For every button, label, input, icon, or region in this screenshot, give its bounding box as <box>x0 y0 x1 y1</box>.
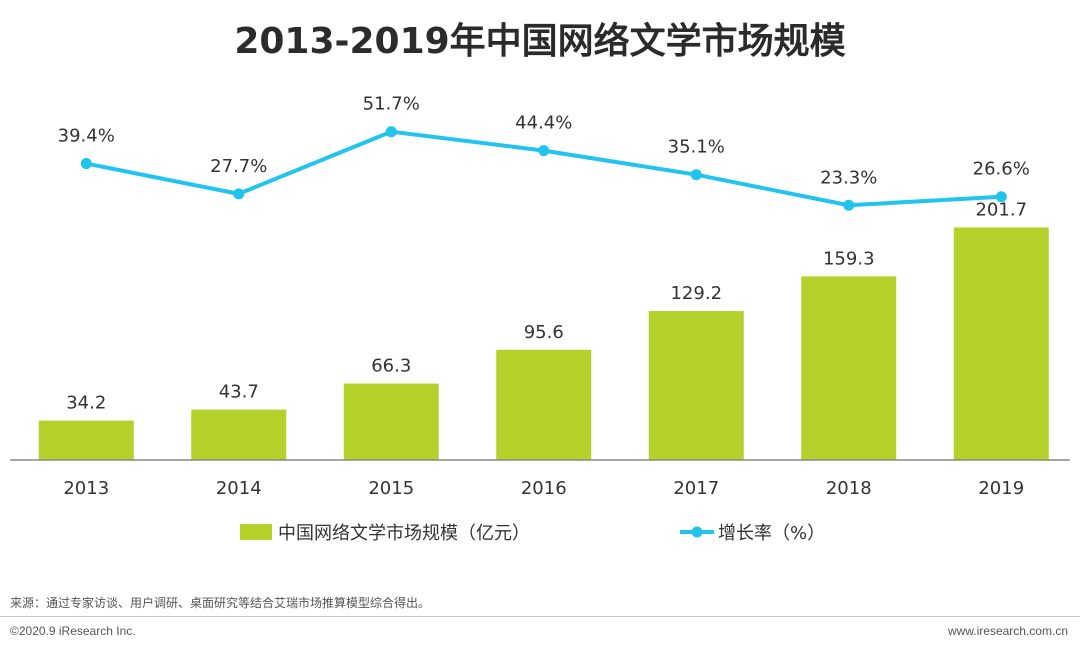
growth-label-2013: 39.4% <box>58 126 115 147</box>
growth-point-2013 <box>80 158 92 170</box>
x-tick-2014: 2014 <box>216 478 262 499</box>
growth-label-2019: 26.6% <box>973 159 1030 180</box>
source-note: 来源：通过专家访谈、用户调研、桌面研究等结合艾瑞市场推算模型综合得出。 <box>10 596 431 610</box>
bar-label-2018: 159.3 <box>823 248 875 269</box>
chart-area: 34.2 43.7 66.3 95.6 129.2 159.3 201.7 2013 2014 2… <box>10 94 1070 544</box>
growth-label-2018: 23.3% <box>820 167 877 188</box>
growth-point-2018 <box>843 199 855 211</box>
chart-title: 2013-2019年中国网络文学市场规模 <box>234 21 846 62</box>
x-tick-2019: 2019 <box>978 478 1024 499</box>
website-url: www.iresearch.com.cn <box>947 624 1068 638</box>
x-tick-2018: 2018 <box>826 478 872 499</box>
bar-label-2015: 66.3 <box>371 356 411 377</box>
copyright-text: ©2020.9 iResearch Inc. <box>10 624 136 638</box>
x-tick-2016: 2016 <box>521 478 567 499</box>
bar-label-2017: 129.2 <box>670 283 722 304</box>
bar-2017 <box>648 311 744 460</box>
x-tick-2017: 2017 <box>673 478 719 499</box>
bar-2014 <box>191 409 287 460</box>
growth-label-2015: 51.7% <box>363 94 420 115</box>
legend-bar-swatch <box>240 524 272 540</box>
bar-label-2019: 201.7 <box>975 199 1027 220</box>
bar-label-2013: 34.2 <box>66 393 106 414</box>
legend-line-marker <box>691 526 703 538</box>
growth-label-2014: 27.7% <box>210 156 267 177</box>
growth-label-2016: 44.4% <box>515 113 572 134</box>
growth-point-2016 <box>538 145 550 157</box>
growth-point-2015 <box>385 126 397 138</box>
legend-bar-label: 中国网络文学市场规模（亿元） <box>278 523 530 544</box>
bar-2013 <box>38 420 134 460</box>
bar-2018 <box>801 276 897 460</box>
legend-line-label: 增长率（%） <box>718 523 825 544</box>
bar-2015 <box>343 383 439 460</box>
bar-2016 <box>496 349 592 460</box>
bar-2019 <box>953 227 1049 460</box>
bar-label-2014: 43.7 <box>219 382 259 403</box>
x-tick-2015: 2015 <box>368 478 414 499</box>
bar-label-2016: 95.6 <box>524 322 564 343</box>
x-tick-2013: 2013 <box>63 478 109 499</box>
growth-point-2019 <box>995 191 1007 203</box>
growth-point-2014 <box>233 188 245 200</box>
footer-divider <box>0 616 1080 617</box>
growth-point-2017 <box>690 169 702 181</box>
growth-label-2017: 35.1% <box>668 137 725 158</box>
